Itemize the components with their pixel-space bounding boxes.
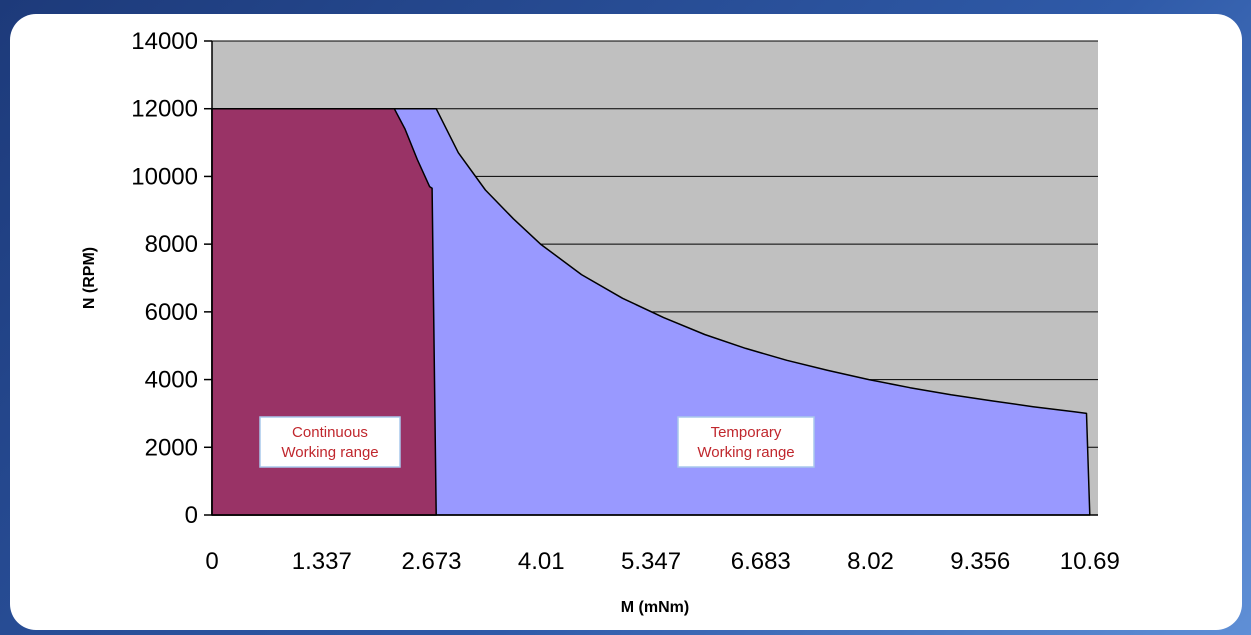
x-tick-label-6: 8.02 [847, 548, 894, 575]
y-tick-label-4000: 4000 [145, 367, 198, 394]
y-tick-label-6000: 6000 [145, 299, 198, 326]
x-axis-title: M (mNm) [621, 599, 689, 616]
y-tick-label-10000: 10000 [131, 163, 198, 190]
x-tick-label-1: 1.337 [292, 548, 352, 575]
x-tick-label-7: 9.356 [950, 548, 1010, 575]
x-tick-label-0: 0 [205, 548, 218, 575]
region-label-text-1-0: Continuous [292, 424, 368, 441]
chart-panel: 0 2000 4000 6000 8000 10000 12000 14000 0 1.337 2.… [10, 14, 1242, 630]
y-tick-label-2000: 2000 [145, 434, 198, 461]
x-tick-label-3: 4.01 [518, 548, 565, 575]
region-label-text-1-1: Working range [281, 444, 378, 461]
x-tick-label-2: 2.673 [401, 548, 461, 575]
region-label-text-0-0: Temporary [711, 424, 782, 441]
region-label-box-1 [259, 416, 401, 468]
x-tick-label-8: 10.69 [1060, 548, 1120, 575]
region-label-box-0 [677, 416, 815, 468]
y-tick-label-14000: 14000 [131, 28, 198, 55]
x-tick-label-5: 6.683 [731, 548, 791, 575]
x-tick-label-4: 5.347 [621, 548, 681, 575]
y-tick-label-0: 0 [185, 502, 198, 529]
y-tick-label-12000: 12000 [131, 96, 198, 123]
y-axis-title: N (RPM) [81, 247, 98, 309]
region-label-text-0-1: Working range [697, 444, 794, 461]
torque-speed-chart: 0 2000 4000 6000 8000 10000 12000 14000 0 1.337 2.… [81, 28, 1120, 616]
y-tick-label-8000: 8000 [145, 231, 198, 258]
